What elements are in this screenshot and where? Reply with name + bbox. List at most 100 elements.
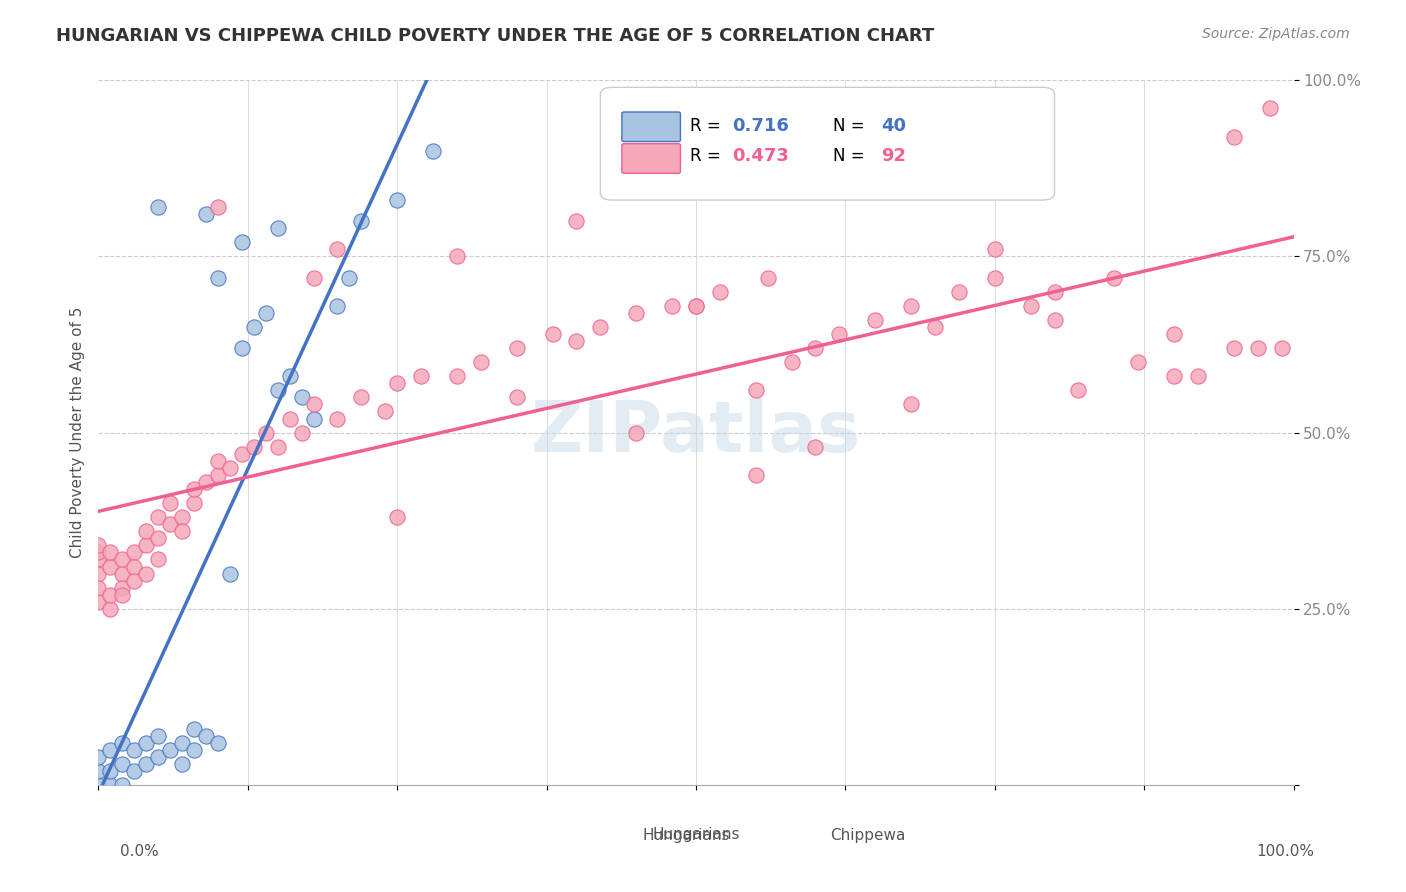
- Point: [267, 384, 290, 398]
- Point: [1019, 299, 1042, 313]
- Point: [661, 299, 683, 313]
- Point: [87, 764, 110, 778]
- Point: [254, 306, 277, 320]
- Point: [124, 545, 146, 559]
- Point: [626, 425, 648, 440]
- Point: [267, 440, 290, 454]
- Y-axis label: Child Poverty Under the Age of 5: Child Poverty Under the Age of 5: [69, 307, 84, 558]
- Point: [183, 496, 205, 510]
- FancyBboxPatch shape: [621, 112, 681, 142]
- Point: [339, 270, 361, 285]
- Point: [302, 270, 325, 285]
- Point: [756, 270, 779, 285]
- Point: [231, 341, 253, 355]
- Point: [924, 320, 946, 334]
- Point: [948, 285, 970, 299]
- Point: [111, 566, 134, 581]
- Point: [148, 200, 170, 214]
- Point: [745, 467, 768, 482]
- Point: [326, 411, 349, 425]
- Point: [685, 299, 707, 313]
- Point: [98, 778, 122, 792]
- Point: [219, 566, 242, 581]
- Point: [195, 729, 218, 743]
- Point: [470, 355, 492, 369]
- Point: [422, 144, 444, 158]
- Text: N =: N =: [834, 147, 870, 165]
- Point: [124, 559, 146, 574]
- Point: [98, 764, 122, 778]
- Point: [87, 566, 110, 581]
- Text: Hungarians: Hungarians: [652, 827, 740, 842]
- Point: [565, 214, 588, 228]
- Point: [1223, 129, 1246, 144]
- Point: [254, 425, 277, 440]
- Point: [374, 404, 396, 418]
- Text: Source: ZipAtlas.com: Source: ZipAtlas.com: [1202, 27, 1350, 41]
- FancyBboxPatch shape: [586, 822, 638, 850]
- Point: [506, 391, 529, 405]
- Point: [900, 299, 922, 313]
- Text: ZIPatlas: ZIPatlas: [531, 398, 860, 467]
- Point: [183, 722, 205, 736]
- Point: [1104, 270, 1126, 285]
- Point: [865, 313, 887, 327]
- Point: [135, 524, 157, 539]
- Point: [385, 193, 409, 207]
- Point: [278, 369, 301, 384]
- Point: [291, 425, 314, 440]
- Point: [172, 510, 194, 524]
- Point: [1163, 326, 1185, 341]
- Point: [1067, 384, 1090, 398]
- Point: [685, 299, 707, 313]
- Point: [207, 454, 229, 468]
- Point: [326, 243, 349, 257]
- Text: 0.716: 0.716: [733, 117, 789, 135]
- Point: [267, 221, 290, 235]
- Point: [446, 250, 468, 264]
- Point: [1247, 341, 1270, 355]
- Point: [172, 756, 194, 771]
- FancyBboxPatch shape: [621, 144, 681, 173]
- Text: HUNGARIAN VS CHIPPEWA CHILD POVERTY UNDER THE AGE OF 5 CORRELATION CHART: HUNGARIAN VS CHIPPEWA CHILD POVERTY UNDE…: [56, 27, 935, 45]
- Point: [135, 538, 157, 552]
- Point: [984, 243, 1007, 257]
- Point: [195, 475, 218, 489]
- Point: [172, 524, 194, 539]
- Point: [1043, 313, 1066, 327]
- Text: Hungarians: Hungarians: [643, 828, 730, 843]
- Point: [326, 299, 349, 313]
- Point: [111, 756, 134, 771]
- Point: [291, 391, 314, 405]
- Point: [626, 306, 648, 320]
- Point: [195, 207, 218, 221]
- Point: [1258, 102, 1281, 116]
- Point: [231, 447, 253, 461]
- Point: [159, 517, 181, 532]
- Point: [804, 440, 827, 454]
- Point: [87, 545, 110, 559]
- Point: [541, 326, 564, 341]
- Text: R =: R =: [690, 147, 725, 165]
- Point: [506, 341, 529, 355]
- Point: [87, 595, 110, 609]
- Point: [1128, 355, 1150, 369]
- Point: [87, 552, 110, 566]
- Point: [1187, 369, 1209, 384]
- Point: [124, 742, 146, 756]
- Point: [98, 559, 122, 574]
- Point: [219, 460, 242, 475]
- Point: [565, 334, 588, 348]
- Point: [87, 778, 110, 792]
- Point: [589, 320, 612, 334]
- Point: [745, 384, 768, 398]
- Point: [111, 552, 134, 566]
- Point: [183, 742, 205, 756]
- Point: [135, 756, 157, 771]
- Point: [207, 270, 229, 285]
- Point: [411, 369, 433, 384]
- Point: [172, 736, 194, 750]
- Point: [98, 601, 122, 615]
- Point: [207, 467, 229, 482]
- Point: [243, 320, 266, 334]
